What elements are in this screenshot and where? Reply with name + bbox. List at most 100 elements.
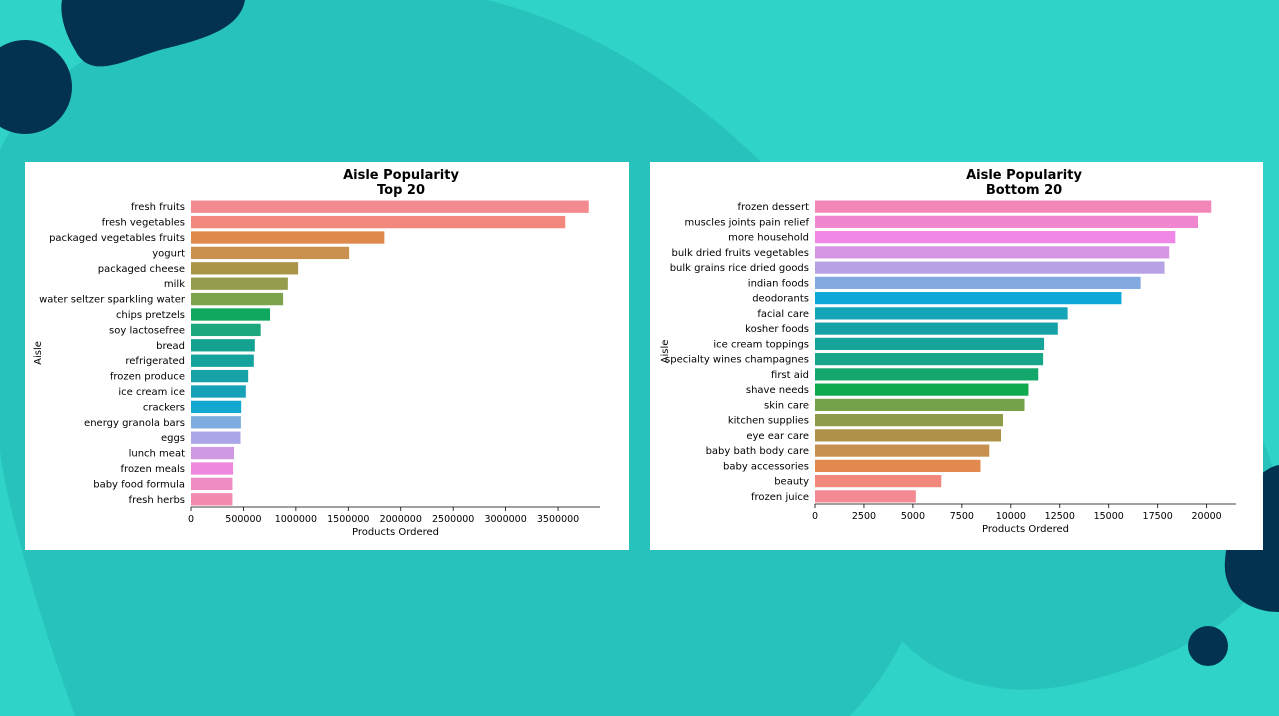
category-label: bulk grains rice dried goods <box>670 263 809 274</box>
bar-lunch-meat <box>191 446 235 460</box>
chart-title: Aisle Popularity <box>343 168 459 183</box>
bar-facial-care <box>815 307 1068 320</box>
category-label: yogurt <box>152 248 185 259</box>
bar-shave-needs <box>815 383 1029 396</box>
bar-specialty-wines-champagnes <box>815 353 1044 366</box>
category-label: first aid <box>771 370 809 381</box>
x-tick-label: 1000000 <box>275 514 317 525</box>
bar-kitchen-supplies <box>815 414 1003 427</box>
bar-frozen-dessert <box>815 200 1212 213</box>
x-tick-label: 12500 <box>1045 511 1075 522</box>
bar-soy-lactosefree <box>191 323 261 337</box>
bar-frozen-produce <box>191 369 249 383</box>
category-label: deodorants <box>752 294 809 305</box>
category-labels: fresh fruits fresh vegetables packaged veg… <box>39 202 186 506</box>
category-label: baby bath body care <box>706 446 809 457</box>
bars-group <box>191 200 589 506</box>
x-tick-label: 15000 <box>1094 511 1124 522</box>
bar-frozen-meals <box>191 462 234 475</box>
category-label: chips pretzels <box>116 310 185 321</box>
x-axis-ticks: 0 2500 5000 7500 10000 12500 15000 17500 20000 <box>812 504 1222 522</box>
x-tick-label: 2500000 <box>432 514 474 525</box>
chart-title: Aisle Popularity <box>966 168 1082 183</box>
category-label: frozen dessert <box>737 202 809 213</box>
category-label: energy granola bars <box>84 418 185 429</box>
category-label: bulk dried fruits vegetables <box>671 248 809 259</box>
category-label: facial care <box>757 309 809 320</box>
x-axis-ticks: 0 500000 1000000 1500000 2000000 2500000 30000… <box>188 507 579 525</box>
y-axis-label: Aisle <box>660 340 671 364</box>
background-circle-dark-left <box>0 40 72 134</box>
category-label: packaged vegetables fruits <box>49 233 185 244</box>
bar-deodorants <box>815 292 1122 305</box>
background-circle-dark-small <box>1188 626 1228 666</box>
bar-water-seltzer-sparkling-water <box>191 292 284 306</box>
category-label: ice cream ice <box>118 387 185 398</box>
category-label: kosher foods <box>745 324 809 335</box>
x-tick-label: 10000 <box>996 511 1026 522</box>
x-axis-label: Products Ordered <box>982 524 1069 535</box>
chart-panel-top-20: Aisle Popularity Top 20 fresh fruits fres… <box>25 162 629 550</box>
bar-fresh-vegetables <box>191 215 566 229</box>
bar-ice-cream-toppings <box>815 337 1045 350</box>
category-label: muscles joints pain relief <box>685 217 810 228</box>
category-label: specialty wines champagnes <box>665 355 809 366</box>
bar-eggs <box>191 431 241 444</box>
category-label: baby accessories <box>723 461 809 472</box>
x-tick-label: 3500000 <box>537 514 579 525</box>
category-label: frozen meals <box>121 464 185 475</box>
category-label: frozen produce <box>110 372 185 383</box>
x-tick-label: 2000000 <box>380 514 422 525</box>
x-tick-label: 1500000 <box>327 514 369 525</box>
bar-skin-care <box>815 398 1025 411</box>
category-label: frozen juice <box>751 492 809 503</box>
y-axis-label: Aisle <box>33 341 44 365</box>
x-axis-label: Products Ordered <box>352 527 439 538</box>
bar-first-aid <box>815 368 1039 381</box>
category-label: eye ear care <box>746 431 809 442</box>
bar-baby-bath-body-care <box>815 444 990 457</box>
category-label: fresh fruits <box>131 202 185 213</box>
category-label: milk <box>164 279 185 290</box>
category-label: fresh herbs <box>129 495 185 506</box>
x-tick-label: 0 <box>812 511 818 522</box>
bar-yogurt <box>191 246 350 260</box>
bar-bulk-grains-rice-dried-goods <box>815 261 1165 274</box>
x-tick-label: 3000000 <box>484 514 526 525</box>
category-label: crackers <box>143 402 185 413</box>
bar-bulk-dried-fruits-vegetables <box>815 246 1170 259</box>
category-label: water seltzer sparkling water <box>39 295 186 306</box>
category-label: beauty <box>774 477 809 488</box>
bar-beauty <box>815 475 942 488</box>
top-20-bar-chart: Aisle Popularity Top 20 fresh fruitsfres… <box>33 168 600 538</box>
bar-energy-granola-bars <box>191 416 241 429</box>
bar-ice-cream-ice <box>191 385 246 398</box>
category-label: refrigerated <box>125 356 185 367</box>
bar-baby-food-formula <box>191 477 233 491</box>
bar-more-household <box>815 231 1176 244</box>
bar-muscles-joints-pain-relief <box>815 215 1199 228</box>
bar-fresh-herbs <box>191 493 233 506</box>
chart-subtitle: Top 20 <box>377 183 425 198</box>
bottom-20-bar-chart: Aisle Popularity Bottom 20 frozen desser… <box>660 168 1236 535</box>
bar-indian-foods <box>815 276 1141 289</box>
bar-baby-accessories <box>815 459 981 472</box>
category-label: kitchen supplies <box>728 416 809 427</box>
x-tick-label: 500000 <box>225 514 261 525</box>
category-label: indian foods <box>748 278 809 289</box>
category-label: shave needs <box>746 385 809 396</box>
bar-eye-ear-care <box>815 429 1002 442</box>
x-tick-label: 17500 <box>1143 511 1173 522</box>
category-label: more household <box>728 233 809 244</box>
x-tick-label: 2500 <box>852 511 876 522</box>
bar-packaged-vegetables-fruits <box>191 231 385 244</box>
bars-group <box>815 200 1212 503</box>
bar-bread <box>191 339 255 352</box>
category-label: eggs <box>161 433 185 444</box>
category-label: packaged cheese <box>98 264 185 275</box>
category-label: fresh vegetables <box>102 218 185 229</box>
bar-kosher-foods <box>815 322 1058 335</box>
chart-panel-bottom-20: Aisle Popularity Bottom 20 frozen desser… <box>650 162 1263 550</box>
x-tick-label: 7500 <box>950 511 974 522</box>
category-label: ice cream toppings <box>713 339 809 350</box>
